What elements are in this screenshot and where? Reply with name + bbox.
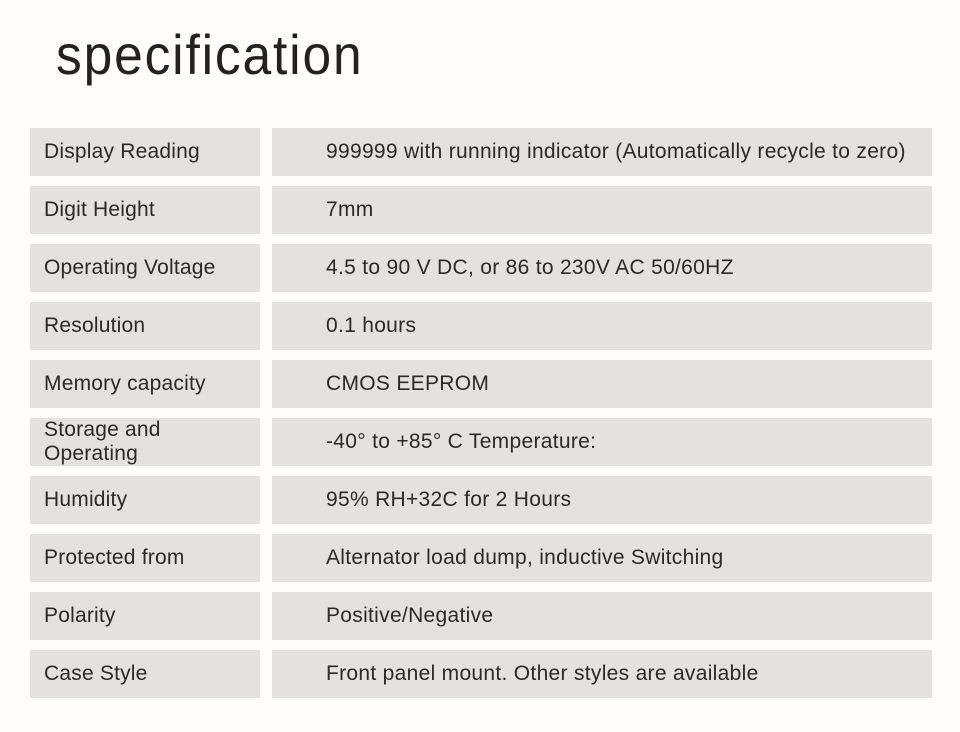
spec-value: 7mm xyxy=(272,186,932,234)
spec-label: Storage and Operating xyxy=(30,418,260,466)
spec-label: Resolution xyxy=(30,302,260,350)
table-row: Resolution 0.1 hours xyxy=(30,302,932,350)
specification-page: specification Display Reading 999999 wit… xyxy=(0,0,960,732)
spec-value: 4.5 to 90 V DC, or 86 to 230V AC 50/60HZ xyxy=(272,244,932,292)
spec-label: Humidity xyxy=(30,476,260,524)
spec-label: Operating Voltage xyxy=(30,244,260,292)
spec-label: Memory capacity xyxy=(30,360,260,408)
table-row: Digit Height 7mm xyxy=(30,186,932,234)
spec-value: CMOS EEPROM xyxy=(272,360,932,408)
spec-label: Display Reading xyxy=(30,128,260,176)
spec-value: Positive/Negative xyxy=(272,592,932,640)
spec-label: Digit Height xyxy=(30,186,260,234)
spec-value: 999999 with running indicator (Automatic… xyxy=(272,128,932,176)
table-row: Case Style Front panel mount. Other styl… xyxy=(30,650,932,698)
table-row: Storage and Operating -40° to +85° C Tem… xyxy=(30,418,932,466)
spec-label: Polarity xyxy=(30,592,260,640)
spec-table: Display Reading 999999 with running indi… xyxy=(30,128,932,708)
table-row: Operating Voltage 4.5 to 90 V DC, or 86 … xyxy=(30,244,932,292)
table-row: Humidity 95% RH+32C for 2 Hours xyxy=(30,476,932,524)
spec-label: Case Style xyxy=(30,650,260,698)
spec-value: 0.1 hours xyxy=(272,302,932,350)
spec-value: Alternator load dump, inductive Switchin… xyxy=(272,534,932,582)
page-title: specification xyxy=(56,22,363,87)
spec-label: Protected from xyxy=(30,534,260,582)
table-row: Memory capacity CMOS EEPROM xyxy=(30,360,932,408)
spec-value: Front panel mount. Other styles are avai… xyxy=(272,650,932,698)
spec-value: -40° to +85° C Temperature: xyxy=(272,418,932,466)
table-row: Display Reading 999999 with running indi… xyxy=(30,128,932,176)
table-row: Polarity Positive/Negative xyxy=(30,592,932,640)
spec-value: 95% RH+32C for 2 Hours xyxy=(272,476,932,524)
table-row: Protected from Alternator load dump, ind… xyxy=(30,534,932,582)
